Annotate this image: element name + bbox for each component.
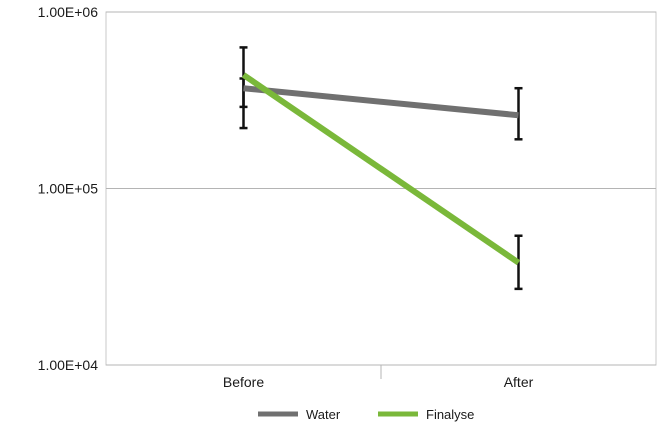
legend-label: Finalyse — [426, 407, 474, 422]
series-line — [241, 72, 521, 266]
x-tick-label: After — [504, 374, 534, 390]
series-lines — [241, 72, 521, 266]
x-tick-label: Before — [223, 374, 264, 390]
y-axis-tick-labels: 1.00E+04 1.00E+05 1.00E+06 — [38, 4, 99, 373]
legend-label: Water — [306, 407, 341, 422]
y-tick-label: 1.00E+06 — [38, 4, 99, 20]
error-bars — [239, 46, 523, 291]
series-line — [243, 85, 519, 119]
y-tick-label: 1.00E+05 — [38, 181, 99, 197]
legend: Water Finalyse — [258, 407, 474, 422]
x-axis-category-labels: Before After — [223, 365, 534, 390]
y-tick-label: 1.00E+04 — [38, 357, 99, 373]
